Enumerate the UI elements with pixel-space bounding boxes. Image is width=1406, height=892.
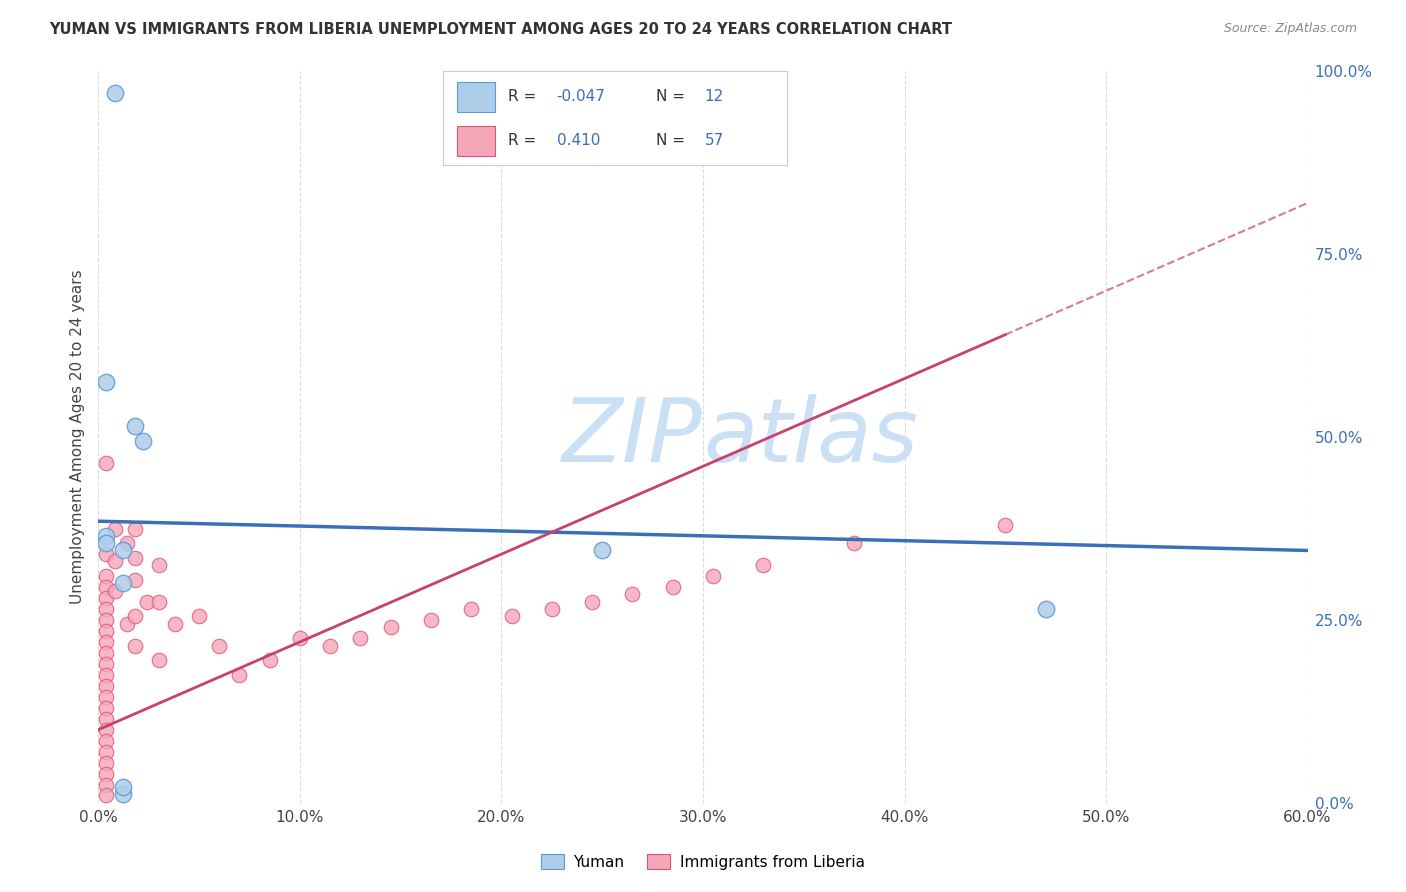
FancyBboxPatch shape [457,82,495,112]
Point [124,573,146,587]
Point [148,594,170,608]
Text: ZIP: ZIP [562,394,703,480]
Y-axis label: Unemployment Among Ages 20 to 24 years: Unemployment Among Ages 20 to 24 years [69,269,84,605]
Text: R =: R = [509,89,537,104]
Point [96,778,118,792]
Point [96,529,118,543]
Point [96,690,118,704]
Point [96,547,118,561]
Legend: Yuman, Immigrants from Liberia: Yuman, Immigrants from Liberia [536,847,870,876]
Point [124,609,146,624]
Point [96,657,118,671]
Point [96,766,118,780]
Point [96,733,118,747]
Text: 12: 12 [704,89,724,104]
Point [148,653,170,667]
Point [319,639,342,653]
Text: N =: N = [657,89,686,104]
Point [163,616,186,631]
FancyBboxPatch shape [457,126,495,156]
Point [124,419,146,434]
Point [621,587,644,601]
Point [501,609,523,624]
Point [460,602,482,616]
Point [96,624,118,638]
Point [103,521,125,535]
Point [96,613,118,627]
Point [96,667,118,681]
Text: atlas: atlas [703,394,918,480]
Text: N =: N = [657,133,686,148]
Point [111,780,134,794]
Point [96,712,118,726]
Point [208,639,231,653]
Point [111,787,134,801]
Point [188,609,211,624]
Text: R =: R = [509,133,537,148]
Text: 0.410: 0.410 [557,133,600,148]
Point [115,536,138,550]
Point [96,679,118,693]
Point [96,591,118,605]
Point [288,632,311,646]
Point [96,456,118,470]
Point [581,594,603,608]
Point [111,576,134,591]
Text: YUMAN VS IMMIGRANTS FROM LIBERIA UNEMPLOYMENT AMONG AGES 20 TO 24 YEARS CORRELAT: YUMAN VS IMMIGRANTS FROM LIBERIA UNEMPLO… [49,22,952,37]
Text: Source: ZipAtlas.com: Source: ZipAtlas.com [1223,22,1357,36]
Point [96,569,118,583]
Point [994,517,1017,532]
Point [148,558,170,573]
Point [103,87,125,101]
Point [752,558,775,573]
Point [349,632,371,646]
Point [96,745,118,759]
Point [1035,602,1057,616]
Point [228,667,250,681]
Point [96,700,118,714]
Point [540,602,562,616]
Point [591,543,613,558]
Point [96,756,118,770]
Point [135,594,157,608]
Point [132,434,155,448]
Point [124,550,146,565]
Point [844,536,866,550]
Point [96,635,118,649]
Point [259,653,281,667]
Point [96,602,118,616]
Point [111,543,134,558]
Point [124,639,146,653]
Point [96,536,118,550]
Point [115,616,138,631]
Point [96,580,118,594]
Point [124,521,146,535]
Point [103,583,125,598]
Point [96,723,118,737]
Point [661,580,683,594]
Point [380,620,402,634]
Point [96,646,118,660]
Point [96,376,118,390]
Text: -0.047: -0.047 [557,89,606,104]
Point [96,789,118,803]
Text: 57: 57 [704,133,724,148]
Point [702,569,724,583]
Point [420,613,443,627]
Point [103,554,125,568]
